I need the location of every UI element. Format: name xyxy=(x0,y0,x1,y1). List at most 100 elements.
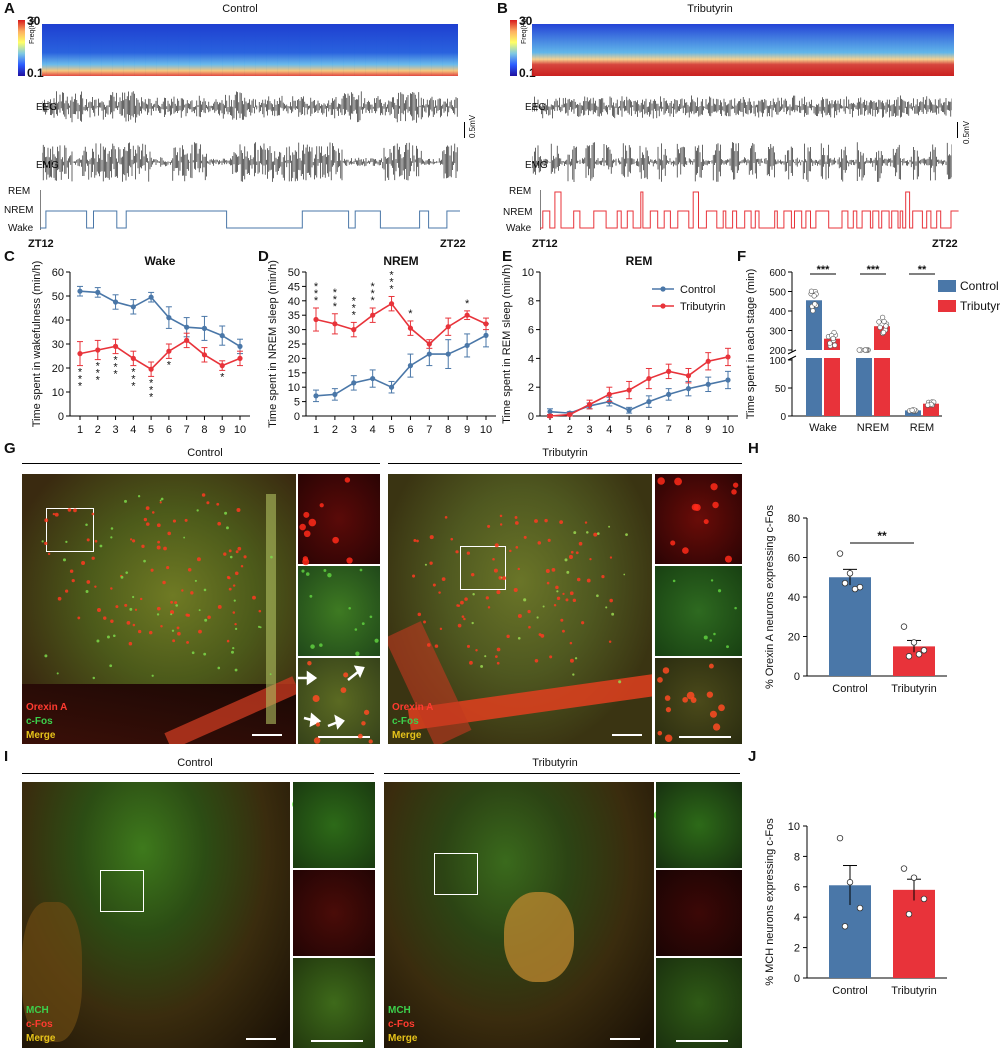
panel-label-d: D xyxy=(258,248,269,265)
legend-label: Control xyxy=(680,284,715,296)
panel-label-g: G xyxy=(4,440,16,457)
significance-mark: * xyxy=(371,281,376,293)
individual-point xyxy=(880,329,887,335)
i-tributyrin-zoom-merge xyxy=(656,958,742,1048)
significance-mark: * xyxy=(113,369,118,381)
y-tick-label: 40 xyxy=(788,592,800,604)
data-point xyxy=(112,299,119,305)
individual-point xyxy=(883,323,889,329)
x-category-label: Tributyrin xyxy=(891,985,936,997)
x-tick-label: 5 xyxy=(148,424,154,436)
significance-mark: * xyxy=(389,276,394,288)
individual-point xyxy=(851,585,859,593)
significance-mark: * xyxy=(113,362,118,374)
y-tick-label: 20 xyxy=(52,363,64,375)
panel-label-b: B xyxy=(497,0,508,17)
mch-tributyrin-image: MCH c-Fos Merge xyxy=(384,782,654,1048)
x-tick-label: 2 xyxy=(95,424,101,436)
individual-point xyxy=(808,288,815,294)
individual-point xyxy=(900,865,908,872)
individual-point xyxy=(900,623,908,630)
significance-mark: * xyxy=(333,287,338,299)
bar xyxy=(806,358,822,416)
panel-label-f: F xyxy=(737,248,747,265)
data-point xyxy=(148,294,154,300)
legend-label: Tributyrin xyxy=(960,299,1000,313)
orexin-tributyrin-image: Orexin A c-Fos Merge xyxy=(388,474,652,744)
x-tick-label: 5 xyxy=(626,424,632,436)
g-control-zoom-scale-bar xyxy=(318,736,370,738)
data-point xyxy=(426,351,432,357)
x-tick-label: 10 xyxy=(480,424,492,436)
significance-mark: * xyxy=(314,295,319,307)
individual-point xyxy=(877,324,883,330)
y-tick-label: 60 xyxy=(788,553,800,565)
x-tick-label: 6 xyxy=(166,424,172,436)
x-category-label: Control xyxy=(832,985,867,997)
series-line xyxy=(315,302,487,346)
g-tributyrin-rule xyxy=(388,463,742,464)
i-control-mch-label: MCH xyxy=(26,1005,49,1016)
significance-mark: * xyxy=(78,381,83,393)
hypnogram-trace xyxy=(40,210,460,229)
y-tick-label: 300 xyxy=(769,327,786,338)
x-tick-label: 8 xyxy=(201,424,207,436)
individual-point xyxy=(812,301,818,307)
x-tick-label: 4 xyxy=(606,424,612,436)
scale-bar-b xyxy=(957,122,958,138)
individual-point xyxy=(925,402,931,408)
data-point xyxy=(407,363,414,369)
individual-point xyxy=(856,904,864,912)
individual-point xyxy=(905,653,913,660)
g-control-rule xyxy=(22,463,380,464)
x-tick-label: 6 xyxy=(407,424,413,436)
significance-mark: * xyxy=(220,371,225,383)
emg-label-b: EMG xyxy=(525,160,548,171)
colorbar-unit-a: Freq(Hz) xyxy=(29,16,36,44)
data-point xyxy=(351,380,357,386)
colorbar-max-a: 30 xyxy=(27,14,41,28)
emg-label-a: EMG xyxy=(36,160,59,171)
y-tick-label: 25 xyxy=(288,339,300,351)
data-point xyxy=(705,381,711,387)
y-tick-label: 50 xyxy=(52,291,64,303)
legend-marker xyxy=(660,286,666,292)
x-tick-label: 8 xyxy=(445,424,451,436)
panel-label-a: A xyxy=(4,0,15,17)
significance-mark: *** xyxy=(817,264,831,276)
data-point xyxy=(725,377,731,383)
data-point xyxy=(666,391,672,397)
x-tick-label: 1 xyxy=(313,424,319,436)
data-point xyxy=(95,289,101,295)
y-axis-label: Time spent in each stage (min) xyxy=(745,269,757,420)
chart-orexin-cfos: 0 20 40 60 80 % Orexin A neurons expressing c… xyxy=(764,504,947,695)
x-tick-label: 6 xyxy=(646,424,652,436)
bar xyxy=(829,577,871,676)
g-tributyrin-title: Tributyrin xyxy=(542,447,588,459)
individual-point xyxy=(910,639,918,646)
individual-point xyxy=(810,308,816,314)
chart-title: Wake xyxy=(145,254,176,268)
scale-label-b: 0.5mV xyxy=(962,120,971,144)
g-control-title: Control xyxy=(187,447,223,459)
hypnogram-trace xyxy=(540,191,959,229)
legend-label: Tributyrin xyxy=(680,301,725,313)
i-tributyrin-zoom-green xyxy=(656,782,742,868)
spectrogram-colorbar-a xyxy=(18,20,25,76)
scale-bar-a xyxy=(464,122,465,138)
data-point xyxy=(464,312,470,318)
scale-label-a: 0.5mV xyxy=(468,114,477,138)
x-tick-label: 10 xyxy=(234,424,246,436)
data-point xyxy=(685,373,692,379)
y-tick-label: 5 xyxy=(294,397,300,409)
hypnogram-tributyrin xyxy=(540,190,959,230)
hyp-wake-label-a: Wake xyxy=(8,223,34,234)
data-point xyxy=(201,325,208,331)
individual-point xyxy=(880,314,886,320)
data-point xyxy=(166,348,172,354)
x-tick-label: 7 xyxy=(184,424,190,436)
y-tick-label: 6 xyxy=(794,882,800,894)
data-point xyxy=(626,387,632,393)
data-point xyxy=(725,354,731,360)
